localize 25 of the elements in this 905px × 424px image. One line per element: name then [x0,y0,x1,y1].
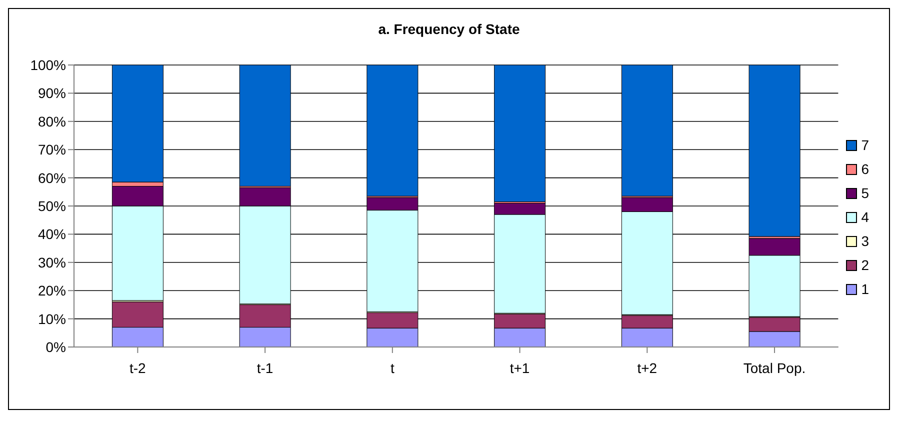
x-tick-label: t+1 [510,360,530,376]
legend-label: 5 [861,185,869,201]
legend-label: 7 [861,137,869,153]
y-tick-label: 30% [38,254,66,270]
chart-title: a. Frequency of State [377,21,521,37]
y-tick-label: 80% [38,113,66,130]
x-tick-label: t+2 [637,360,658,376]
legend-label: 1 [861,281,869,297]
y-tick-label: 50% [38,198,66,214]
legend-label: 3 [861,233,869,249]
y-tick-label: 20% [38,282,66,299]
y-tick-label: 40% [38,226,66,242]
x-tick-label: t-1 [256,360,274,376]
y-tick-label: 70% [38,142,66,158]
legend-label: 4 [861,209,869,225]
legend-label: 6 [861,161,869,177]
x-tick-label: t-2 [130,360,146,376]
x-tick-label: Total Pop. [743,360,806,376]
y-tick-label: 90% [38,85,66,102]
y-tick-label: 10% [38,310,66,327]
y-tick-label: 60% [38,170,66,186]
x-tick-label: t [390,360,394,376]
y-tick-label: 100% [30,56,66,73]
y-tick-label: 0% [46,338,66,355]
legend-label: 2 [861,257,869,273]
